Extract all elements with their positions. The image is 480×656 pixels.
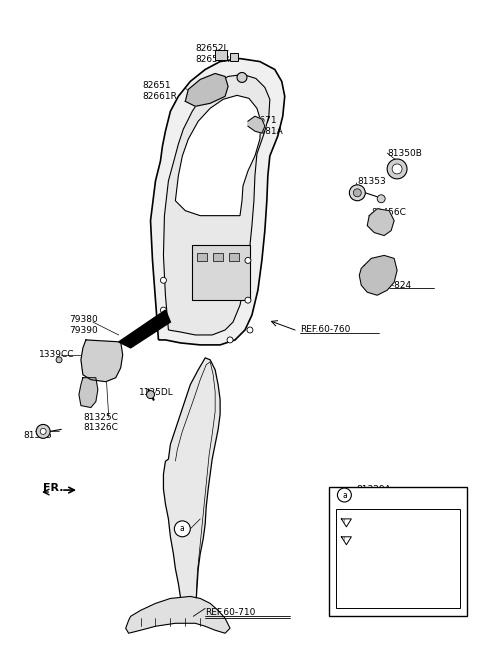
Text: 81325C: 81325C [83, 413, 118, 422]
Text: 81456C: 81456C [371, 208, 406, 216]
Text: 81350B: 81350B [387, 149, 422, 158]
Circle shape [337, 488, 351, 502]
Bar [230, 52, 238, 60]
Text: 79380: 79380 [69, 315, 98, 324]
PathPatch shape [175, 95, 261, 216]
Polygon shape [341, 537, 351, 544]
Bar [213, 253, 223, 261]
PathPatch shape [126, 596, 230, 633]
Circle shape [56, 357, 62, 363]
Polygon shape [185, 73, 228, 106]
Text: a: a [342, 491, 347, 499]
Text: 81329A: 81329A [356, 485, 391, 493]
Text: 82671: 82671 [248, 116, 276, 125]
Text: 81326C: 81326C [83, 423, 118, 432]
Text: 1125DL: 1125DL [139, 388, 173, 397]
Circle shape [349, 185, 365, 201]
Bar [229, 253, 239, 261]
Text: 79390: 79390 [69, 326, 98, 335]
Circle shape [377, 195, 385, 203]
Text: REF.60-760: REF.60-760 [300, 325, 350, 334]
Circle shape [40, 428, 46, 434]
FancyBboxPatch shape [336, 509, 460, 608]
Bar [192, 245, 250, 300]
Text: FR.: FR. [43, 483, 64, 493]
Circle shape [160, 277, 167, 283]
PathPatch shape [164, 358, 220, 619]
Polygon shape [119, 310, 170, 348]
Text: 82652L: 82652L [195, 44, 229, 52]
Text: 1339CC: 1339CC [39, 350, 75, 359]
Bar [215, 50, 227, 60]
Circle shape [247, 327, 253, 333]
PathPatch shape [164, 75, 270, 335]
Bar [197, 253, 207, 261]
Polygon shape [367, 209, 394, 236]
Text: !: ! [342, 520, 345, 524]
Text: REF.81-824: REF.81-824 [361, 281, 411, 290]
Text: 82652R: 82652R [195, 54, 230, 64]
Circle shape [227, 337, 233, 343]
Circle shape [353, 189, 361, 197]
Polygon shape [248, 116, 265, 133]
Polygon shape [79, 378, 98, 407]
FancyBboxPatch shape [329, 487, 467, 617]
Circle shape [160, 307, 167, 313]
Text: 81353: 81353 [357, 177, 386, 186]
Polygon shape [81, 340, 123, 382]
Text: a: a [180, 524, 185, 533]
Text: 82651: 82651 [143, 81, 171, 91]
Circle shape [174, 521, 190, 537]
Polygon shape [341, 519, 351, 527]
Text: 81335: 81335 [23, 432, 52, 440]
Text: 82681A: 82681A [248, 127, 283, 136]
Circle shape [245, 257, 251, 263]
Circle shape [237, 72, 247, 83]
Text: !: ! [342, 537, 345, 543]
Circle shape [387, 159, 407, 179]
Polygon shape [360, 255, 397, 295]
Circle shape [245, 297, 251, 303]
Text: REF.60-710: REF.60-710 [205, 608, 255, 617]
Circle shape [146, 390, 155, 399]
Circle shape [392, 164, 402, 174]
Text: 82661R: 82661R [143, 92, 178, 102]
Circle shape [36, 424, 50, 438]
PathPatch shape [151, 58, 285, 345]
